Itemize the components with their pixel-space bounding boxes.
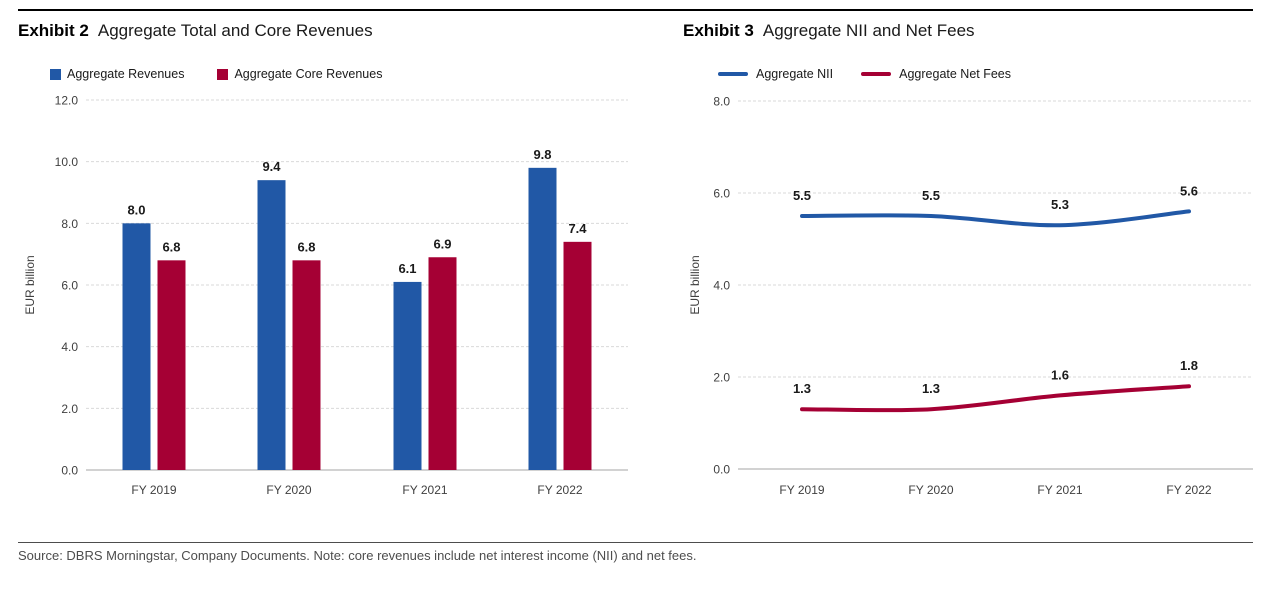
exhibit-number: Exhibit 3 xyxy=(683,21,754,40)
bar-aggregate-core-revenues-fy-2020 xyxy=(292,260,321,470)
bar-value-label: 8.0 xyxy=(127,202,145,217)
line-series-aggregate-net-fees: 1.3 1.3 1.6 1.8 xyxy=(793,358,1198,413)
footer-rule xyxy=(18,542,1253,543)
x-tick-label: FY 2019 xyxy=(779,483,824,497)
source-note: Source: DBRS Morningstar, Company Docume… xyxy=(18,548,697,563)
y-tick-label: 6.0 xyxy=(713,187,730,201)
chart-title-text: Aggregate Total and Core Revenues xyxy=(97,21,373,40)
legend: Aggregate Revenues Aggregate Core Revenu… xyxy=(50,67,382,81)
y-tick-label: 12.0 xyxy=(55,94,79,108)
bar-aggregate-core-revenues-fy-2021 xyxy=(428,257,457,470)
legend: Aggregate NII Aggregate Net Fees xyxy=(718,67,1011,81)
bar-value-label: 6.1 xyxy=(398,261,416,276)
chart-title-text: Aggregate NII and Net Fees xyxy=(762,21,975,40)
line-chart-canvas: 0.0 2.0 4.0 6.0 8.0 EUR billion FY 2019 FY 2020… xyxy=(688,95,1253,497)
bar-chart-canvas: 0.0 2.0 4.0 6.0 8.0 10.0 12.0 EUR billion FY 201… xyxy=(23,94,628,497)
y-tick-label: 10.0 xyxy=(55,155,79,169)
bar-value-label: 9.8 xyxy=(533,147,551,162)
y-tick-label: 8.0 xyxy=(61,217,78,231)
exhibit-2-bar-chart: Exhibit 2 Aggregate Total and Core Revenu… xyxy=(18,18,632,523)
bar-value-label: 6.8 xyxy=(297,239,315,254)
point-value-label: 5.5 xyxy=(922,188,940,203)
y-tick-label: 0.0 xyxy=(713,463,730,477)
x-tick-label: FY 2021 xyxy=(1037,483,1082,497)
chart-title: Exhibit 2 Aggregate Total and Core Revenu… xyxy=(18,21,373,41)
point-value-label: 1.6 xyxy=(1051,367,1069,382)
legend-item-aggregate-nii: Aggregate NII xyxy=(718,67,833,81)
bar-aggregate-revenues-fy-2019 xyxy=(122,223,151,470)
bar-aggregate-revenues-fy-2022 xyxy=(528,167,557,471)
y-axis-title: EUR billion xyxy=(23,255,37,314)
line-path-aggregate-net-fees xyxy=(800,384,1191,413)
top-rule xyxy=(18,9,1253,11)
point-value-label: 5.5 xyxy=(793,188,811,203)
point-value-label: 1.8 xyxy=(1180,358,1198,373)
legend-swatch-line-icon xyxy=(718,72,748,76)
line-series-aggregate-nii: 5.5 5.5 5.3 5.6 xyxy=(793,183,1198,228)
x-tick-label: FY 2019 xyxy=(131,483,176,497)
bar-series-aggregate-revenues: 8.0 9.4 6.1 9.8 xyxy=(122,147,557,471)
point-value-label: 5.6 xyxy=(1180,183,1198,198)
point-value-label: 5.3 xyxy=(1051,197,1069,212)
bar-aggregate-core-revenues-fy-2022 xyxy=(563,241,592,470)
legend-item-aggregate-net-fees: Aggregate Net Fees xyxy=(861,67,1011,81)
y-tick-label: 4.0 xyxy=(61,340,78,354)
legend-label: Aggregate Core Revenues xyxy=(234,67,383,81)
legend-label: Aggregate Net Fees xyxy=(899,67,1012,81)
x-tick-label: FY 2022 xyxy=(537,483,582,497)
y-tick-label: 2.0 xyxy=(713,371,730,385)
legend-label: Aggregate Revenues xyxy=(67,67,185,81)
legend-swatch-square-icon xyxy=(217,68,229,80)
x-tick-label: FY 2022 xyxy=(1166,483,1211,497)
bar-value-label: 9.4 xyxy=(262,159,281,174)
legend-label: Aggregate NII xyxy=(756,67,834,81)
exhibit-number: Exhibit 2 xyxy=(18,21,89,40)
line-path-aggregate-nii xyxy=(800,209,1191,228)
x-tick-label: FY 2021 xyxy=(402,483,447,497)
x-tick-label: FY 2020 xyxy=(266,483,311,497)
point-value-label: 1.3 xyxy=(793,381,811,396)
chart-title: Exhibit 3 Aggregate NII and Net Fees xyxy=(683,21,975,41)
bar-aggregate-core-revenues-fy-2019 xyxy=(157,260,186,470)
legend-item-aggregate-core-revenues: Aggregate Core Revenues xyxy=(217,67,382,81)
legend-swatch-square-icon xyxy=(50,68,61,80)
y-tick-label: 6.0 xyxy=(61,279,78,293)
bar-aggregate-revenues-fy-2020 xyxy=(257,180,286,470)
exhibit-3-line-chart: Exhibit 3 Aggregate NII and Net Fees Aggr… xyxy=(683,18,1271,523)
legend-item-aggregate-revenues: Aggregate Revenues xyxy=(50,67,184,81)
y-axis-title: EUR billion xyxy=(688,255,702,314)
bar-series-aggregate-core-revenues: 6.8 6.8 6.9 7.4 xyxy=(157,221,592,470)
y-tick-label: 2.0 xyxy=(61,402,78,416)
bar-value-label: 7.4 xyxy=(568,221,587,236)
point-value-label: 1.3 xyxy=(922,381,940,396)
bar-aggregate-revenues-fy-2021 xyxy=(393,281,422,470)
legend-swatch-line-icon xyxy=(861,72,892,76)
bar-value-label: 6.9 xyxy=(433,236,451,251)
y-tick-label: 0.0 xyxy=(61,464,78,478)
x-tick-label: FY 2020 xyxy=(908,483,953,497)
y-tick-label: 4.0 xyxy=(713,279,730,293)
bar-value-label: 6.8 xyxy=(162,239,180,254)
y-tick-label: 8.0 xyxy=(713,95,730,109)
